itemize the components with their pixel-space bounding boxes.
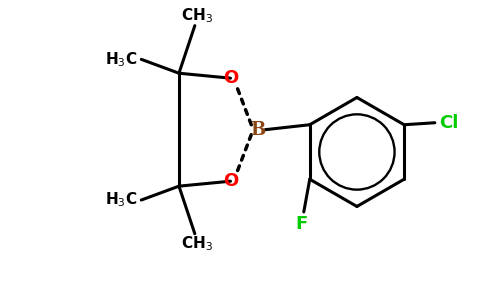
Text: Cl: Cl <box>439 114 458 132</box>
Text: O: O <box>223 172 238 190</box>
Text: CH$_3$: CH$_3$ <box>181 6 213 25</box>
Text: F: F <box>296 215 308 233</box>
Text: H$_3$C: H$_3$C <box>106 50 137 69</box>
Text: CH$_3$: CH$_3$ <box>181 234 213 253</box>
Text: O: O <box>223 69 238 87</box>
Text: H$_3$C: H$_3$C <box>106 191 137 209</box>
Text: B: B <box>251 121 266 139</box>
